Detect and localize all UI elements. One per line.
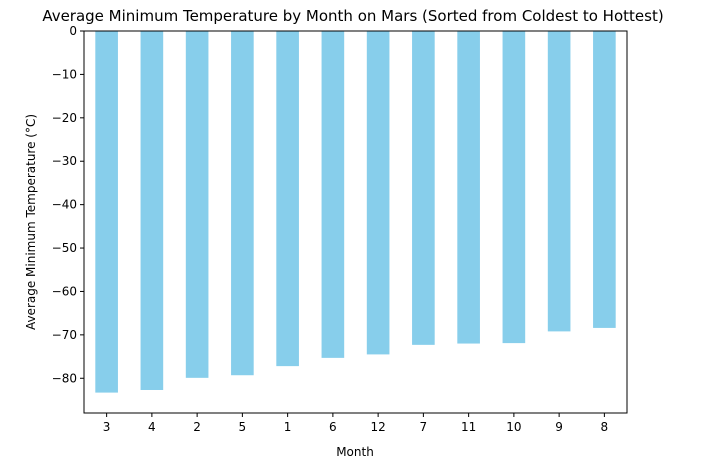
bar-month-10 <box>502 31 526 344</box>
plot-frame <box>83 30 628 414</box>
y-tick-label: −70 <box>52 328 77 342</box>
bar-month-8 <box>593 31 616 328</box>
bar-month-1 <box>276 31 299 367</box>
x-tick-label: 11 <box>461 420 476 434</box>
x-tick-label: 8 <box>601 420 609 434</box>
y-tick-label: −40 <box>52 198 77 212</box>
bar-month-12 <box>366 31 390 355</box>
bar-month-3 <box>95 31 118 393</box>
x-tick-label: 1 <box>284 420 292 434</box>
y-tick-label: −20 <box>52 111 77 125</box>
bar-month-11 <box>457 31 480 344</box>
y-tick-label: −30 <box>52 154 77 168</box>
bar-month-4 <box>140 31 164 390</box>
x-tick-label: 5 <box>239 420 247 434</box>
y-tick-label: −80 <box>52 371 77 385</box>
x-tick-label: 7 <box>420 420 428 434</box>
x-tick-label: 12 <box>370 420 385 434</box>
x-tick-label: 3 <box>103 420 111 434</box>
bar-month-6 <box>321 31 345 358</box>
bars-layer <box>95 31 616 393</box>
x-axis: 3 4 2 5 1 6 12 7 11 10 9 8 <box>103 413 608 434</box>
x-tick-label: 6 <box>329 420 337 434</box>
y-tick-label: 0 <box>69 24 77 38</box>
x-tick-label: 10 <box>506 420 521 434</box>
x-tick-label: 2 <box>193 420 201 434</box>
bar-month-5 <box>231 31 254 376</box>
chart-title: Average Minimum Temperature by Month on … <box>42 7 663 25</box>
bar-month-9 <box>547 31 571 332</box>
x-axis-label: Month <box>336 445 374 459</box>
y-tick-label: −10 <box>52 67 77 81</box>
x-tick-label: 9 <box>555 420 563 434</box>
bar-month-2 <box>185 31 209 378</box>
x-tick-label: 4 <box>148 420 156 434</box>
y-axis: 0 −10 −20 −30 −40 −50 −60 −70 −80 <box>52 24 84 385</box>
y-tick-label: −60 <box>52 284 77 298</box>
y-tick-label: −50 <box>52 241 77 255</box>
y-axis-label: Average Minimum Temperature (°C) <box>24 114 38 330</box>
bar-month-7 <box>412 31 435 345</box>
